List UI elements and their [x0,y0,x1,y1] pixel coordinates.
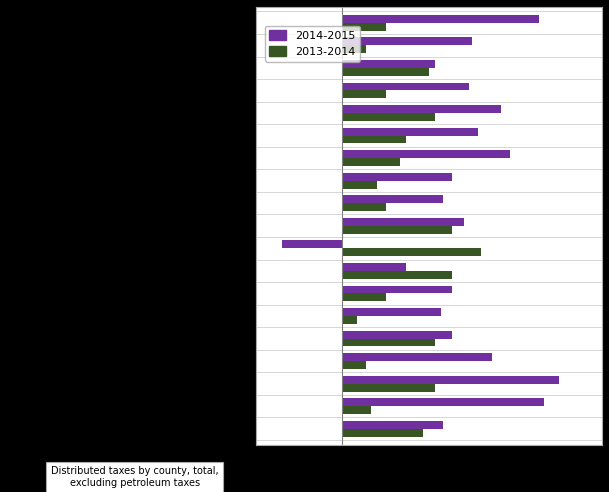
Bar [342,248,481,256]
Bar [342,384,435,392]
Bar [342,127,478,135]
Bar [342,150,510,158]
Bar [342,399,544,406]
Bar [342,421,443,429]
Text: Distributed taxes by county, total,
excluding petroleum taxes: Distributed taxes by county, total, excl… [51,466,219,488]
Bar [342,203,385,211]
Bar [342,353,493,361]
Bar [342,15,538,23]
Bar [342,376,559,384]
Bar [342,293,385,301]
Bar [342,218,463,226]
Bar [342,181,377,188]
Bar [342,263,406,271]
Bar [342,226,452,234]
Bar [342,135,406,143]
Bar [282,241,342,248]
Bar [342,338,435,346]
Bar [342,158,400,166]
Bar [342,195,443,203]
Bar [342,308,440,316]
Bar [342,91,385,98]
Bar [342,37,472,45]
Bar [342,316,357,324]
Bar [342,68,429,76]
Bar [342,113,435,121]
Legend: 2014-2015, 2013-2014: 2014-2015, 2013-2014 [265,26,360,62]
Bar [342,83,470,91]
Bar [342,361,365,369]
Bar [342,23,385,31]
Bar [342,173,452,181]
Bar [342,429,423,436]
Bar [342,271,452,279]
Bar [342,45,365,53]
Bar [342,285,452,293]
Bar [342,105,501,113]
Bar [342,406,371,414]
Bar [342,331,452,338]
Bar [342,60,435,68]
